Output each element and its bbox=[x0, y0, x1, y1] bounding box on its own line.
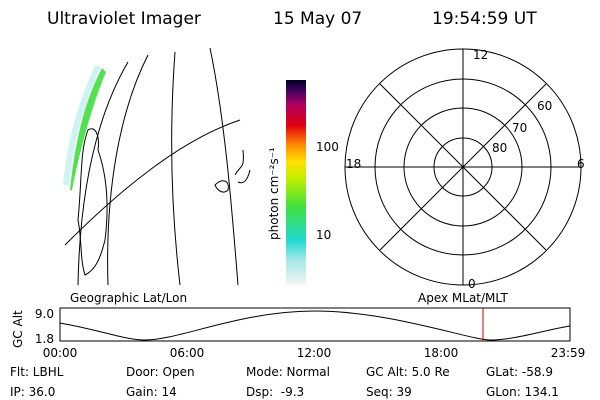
time: 19:54:59 UT bbox=[432, 9, 537, 29]
mlt-label: 6 bbox=[577, 157, 585, 171]
colorbar-tick: 10 bbox=[316, 228, 331, 242]
lat-label: 70 bbox=[512, 121, 527, 135]
alt-xtick: 06:00 bbox=[170, 346, 205, 360]
info-field: Seq: 39 bbox=[366, 385, 412, 399]
colorbar bbox=[286, 80, 306, 285]
alt-xtick: 00:00 bbox=[43, 346, 78, 360]
polar-label: Apex MLat/MLT bbox=[418, 291, 508, 305]
alt-ytick: 9.0 bbox=[35, 307, 54, 321]
info-field: GLat: -58.9 bbox=[486, 365, 553, 379]
info-field: GC Alt: 5.0 Re bbox=[366, 365, 450, 379]
alt-y-label: GC Alt bbox=[11, 310, 25, 348]
alt-curve bbox=[59, 310, 571, 341]
instrument: Ultraviolet Imager bbox=[47, 9, 201, 29]
alt-ytick: 1.8 bbox=[35, 332, 54, 346]
info-field: Dsp: -9.3 bbox=[246, 385, 304, 399]
mlt-label: 18 bbox=[346, 157, 361, 171]
mlt-label: 12 bbox=[473, 48, 488, 62]
geo-label: Geographic Lat/Lon bbox=[70, 291, 187, 305]
alt-frame bbox=[59, 307, 571, 342]
colorbar-tick: 100 bbox=[316, 140, 339, 154]
colorbar-label: photon cm⁻²s⁻¹ bbox=[267, 147, 281, 240]
info-field: GLon: 134.1 bbox=[486, 385, 559, 399]
alt-xtick: 18:00 bbox=[424, 346, 459, 360]
info-field: Door: Open bbox=[126, 365, 195, 379]
info-field: IP: 36.0 bbox=[10, 385, 55, 399]
geographic-map bbox=[63, 47, 251, 286]
alt-xtick: 12:00 bbox=[297, 346, 332, 360]
mlt-label: 0 bbox=[468, 277, 476, 291]
polar-grid bbox=[344, 48, 582, 286]
info-field: Mode: Normal bbox=[246, 365, 330, 379]
lat-label: 60 bbox=[537, 99, 552, 113]
info-field: Gain: 14 bbox=[126, 385, 177, 399]
alt-xtick: 23:59 bbox=[551, 346, 586, 360]
date: 15 May 07 bbox=[273, 9, 362, 29]
lat-label: 80 bbox=[492, 141, 507, 155]
info-field: Flt: LBHL bbox=[10, 365, 64, 379]
